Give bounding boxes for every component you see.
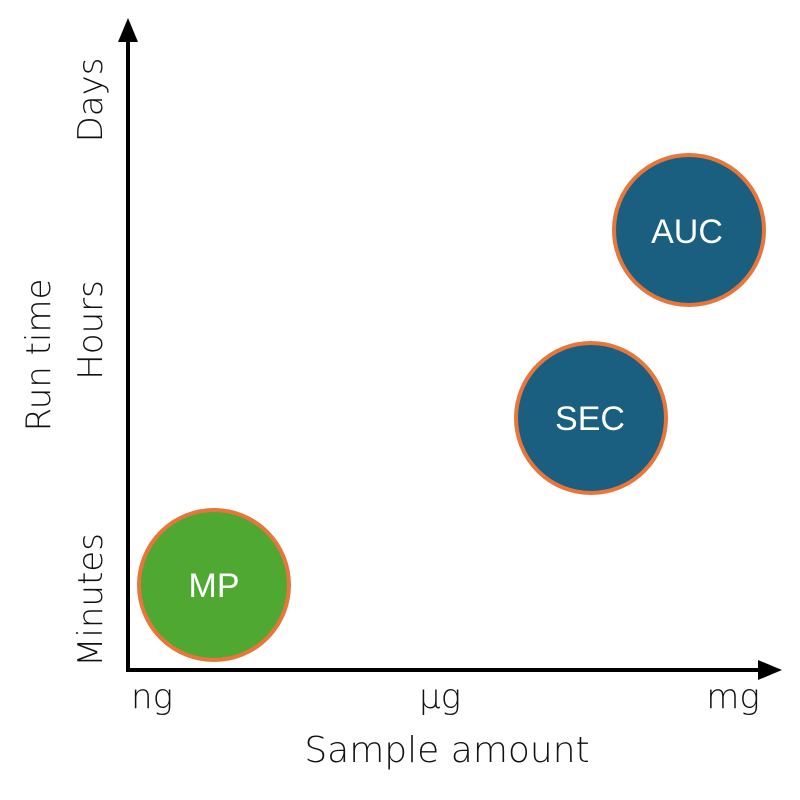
y-tick-minutes: Minutes — [71, 533, 111, 667]
bubble-mp: MP — [137, 508, 291, 662]
y-tick-days: Days — [71, 58, 111, 143]
y-axis-arrow-icon — [118, 18, 138, 42]
x-tick-mg: mg — [706, 677, 760, 717]
bubble-auc-label: AUC — [651, 213, 723, 251]
y-tick-hours: Hours — [71, 280, 111, 380]
x-tick-ug: µg — [419, 677, 461, 717]
y-axis-label: Run time — [19, 279, 59, 432]
bubble-mp-label: MP — [189, 567, 240, 605]
bubble-sec: SEC — [514, 341, 668, 495]
bubble-auc: AUC — [612, 153, 766, 307]
x-tick-ng: ng — [131, 677, 173, 717]
bubble-sec-label: SEC — [555, 400, 625, 438]
x-axis-label: Sample amount — [304, 730, 589, 771]
x-axis-arrow-icon — [758, 660, 782, 680]
